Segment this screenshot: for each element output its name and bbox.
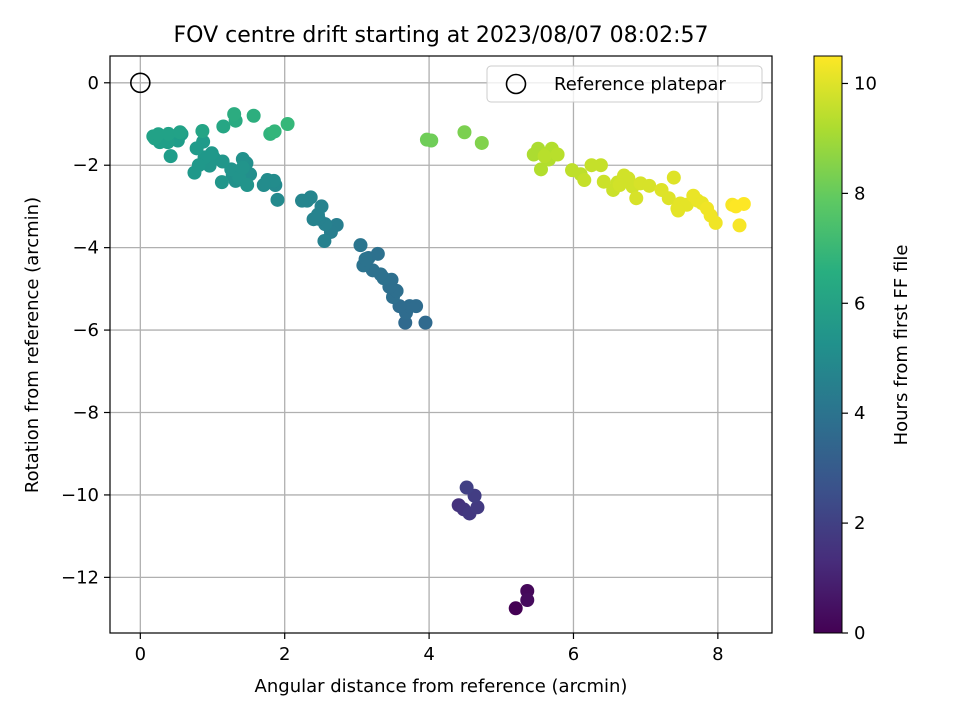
plot-frame	[109, 55, 773, 634]
data-point	[246, 108, 261, 123]
colorbar-label: Hours from first FF file	[891, 245, 912, 446]
data-point	[612, 178, 627, 193]
data-point	[280, 117, 295, 132]
y-tick-label: −6	[72, 320, 99, 341]
legend-marker-reference	[505, 73, 527, 95]
data-point	[240, 178, 255, 193]
x-tick-label: 2	[279, 644, 290, 665]
data-point	[661, 191, 676, 206]
y-tick-label: −10	[61, 485, 99, 506]
data-point	[295, 193, 310, 208]
data-point	[256, 178, 271, 193]
y-tick-label: −8	[72, 403, 99, 424]
data-point	[520, 593, 535, 608]
reference-point	[130, 72, 151, 94]
data-point	[409, 299, 424, 314]
y-axis-ticks: 0 −2 −4 −6 −8 −10 −12	[61, 73, 110, 588]
data-point	[191, 158, 206, 173]
y-tick-label: 0	[88, 73, 99, 94]
x-tick-label: 0	[135, 644, 146, 665]
data-point	[508, 601, 523, 616]
x-tick-label: 8	[712, 644, 723, 665]
data-point	[358, 252, 373, 267]
data-point	[227, 107, 242, 122]
data-point	[424, 133, 439, 148]
data-point	[596, 174, 611, 189]
legend: Reference platepar	[486, 65, 763, 103]
legend-label-reference: Reference platepar	[554, 74, 726, 95]
data-point	[267, 124, 282, 139]
data-point	[666, 170, 681, 185]
data-point	[457, 125, 472, 140]
chart-title: FOV centre drift starting at 2023/08/07 …	[174, 23, 709, 48]
colorbar-tick-label: 4	[854, 403, 865, 424]
scatter-points	[146, 107, 751, 616]
x-tick-label: 4	[423, 644, 434, 665]
data-point	[474, 135, 489, 150]
data-point	[151, 127, 166, 142]
data-point	[216, 119, 231, 134]
data-point	[189, 141, 204, 156]
y-tick-label: −12	[61, 567, 99, 588]
data-point	[195, 124, 210, 139]
data-point	[708, 215, 723, 230]
x-axis-label: Angular distance from reference (arcmin)	[255, 676, 628, 697]
colorbar-tick-label: 2	[854, 513, 865, 534]
data-point	[459, 480, 474, 495]
data-point	[728, 199, 743, 214]
y-tick-label: −2	[72, 155, 99, 176]
data-point	[577, 173, 592, 188]
data-point	[642, 178, 657, 193]
legend-box	[486, 65, 763, 103]
y-tick-label: −4	[72, 238, 99, 259]
y-axis-label: Rotation from reference (arcmin)	[22, 197, 43, 493]
data-point	[732, 218, 747, 233]
data-point	[550, 147, 565, 162]
data-point	[173, 125, 188, 140]
data-point	[629, 191, 644, 206]
data-point	[163, 149, 178, 164]
data-point	[317, 234, 332, 249]
x-axis-ticks: 0 2 4 6 8	[135, 633, 724, 665]
data-point	[270, 192, 285, 207]
colorbar-tick-label: 6	[854, 293, 865, 314]
colorbar-tick-label: 8	[854, 183, 865, 204]
reference-marker	[130, 72, 151, 94]
data-point	[353, 238, 368, 253]
data-point	[235, 160, 250, 175]
data-point	[310, 207, 325, 222]
data-point	[537, 149, 552, 164]
colorbar-tick-label: 10	[854, 73, 877, 94]
x-tick-label: 6	[568, 644, 579, 665]
data-point	[470, 500, 485, 515]
grid-lines	[110, 56, 772, 633]
data-point	[214, 175, 229, 190]
data-point	[533, 162, 548, 177]
colorbar-gradient	[813, 55, 843, 634]
data-point	[593, 158, 608, 173]
colorbar-ticks: 0 2 4 6 8 10	[842, 73, 877, 644]
plot-area	[110, 56, 772, 633]
colorbar: 0 2 4 6 8 10 Hours from first FF file	[813, 55, 912, 644]
data-point	[418, 315, 433, 330]
colorbar-tick-label: 0	[854, 623, 865, 644]
data-point	[671, 203, 686, 218]
data-point	[161, 126, 176, 141]
